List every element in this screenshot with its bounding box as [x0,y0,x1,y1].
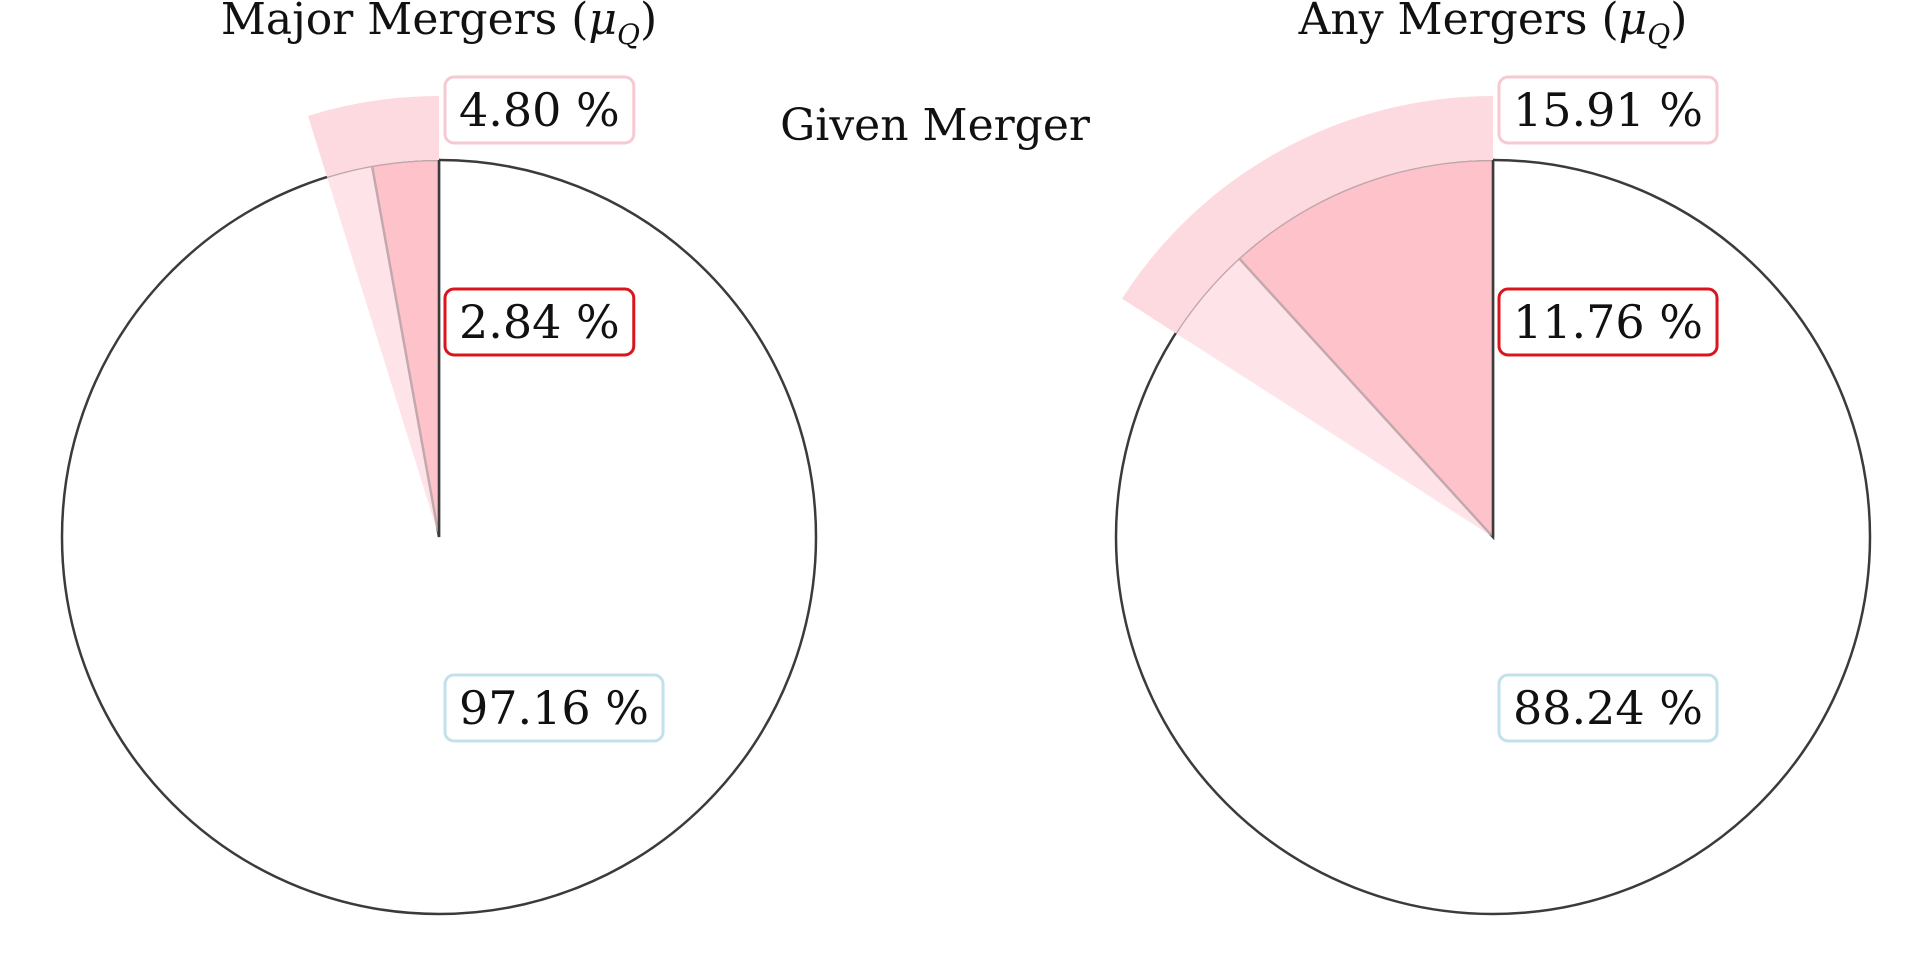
chart-title-text-1: Any Mergers ( [1298,0,1619,45]
given-merger-label: Given Merger [780,100,1091,151]
chart-title-symbol-1: μ [1619,0,1648,45]
label-outer-band-1-box [1497,75,1719,145]
label-outer-band-1-group: 15.91 % [1497,75,1719,145]
label-major-slice-1-box [1497,673,1719,743]
label-outer-band-0: 4.80 % [459,83,620,137]
label-major-slice-1-group: 88.24 % [1497,673,1719,743]
label-minor-slice-0: 2.84 % [459,295,620,349]
chart-title-text-0: Major Mergers ( [221,0,589,45]
pie-outer-band-1 [1121,96,1493,334]
label-minor-slice-0-group: 2.84 % [443,287,636,357]
chart-title-close-1: ) [1670,0,1687,45]
pie-overlay-wedge-0 [327,160,439,537]
label-outer-band-0-box [443,75,636,145]
label-major-slice-0-box [443,673,665,743]
chart-title-symbol-0: μ [588,0,617,45]
label-minor-slice-1-group: 11.76 % [1497,287,1719,357]
pie-overlay-wedge-1 [1175,160,1493,537]
chart-title-close-0: ) [640,0,657,45]
label-minor-slice-1-box [1497,287,1719,357]
label-outer-band-0-group: 4.80 % [443,75,636,145]
chart-title-1: Any Mergers (μQ) [1298,0,1688,51]
chart-title-subscript-0: Q [617,18,640,51]
label-minor-slice-1: 11.76 % [1513,295,1703,349]
label-major-slice-0-group: 97.16 % [443,673,665,743]
label-major-slice-1: 88.24 % [1513,681,1703,735]
chart-title-0: Major Mergers (μQ) [221,0,657,51]
label-minor-slice-0-box [443,287,636,357]
chart-title-subscript-1: Q [1647,18,1670,51]
label-major-slice-0: 97.16 % [459,681,649,735]
label-outer-band-1: 15.91 % [1513,83,1703,137]
pie-outer-band-0 [308,96,439,178]
